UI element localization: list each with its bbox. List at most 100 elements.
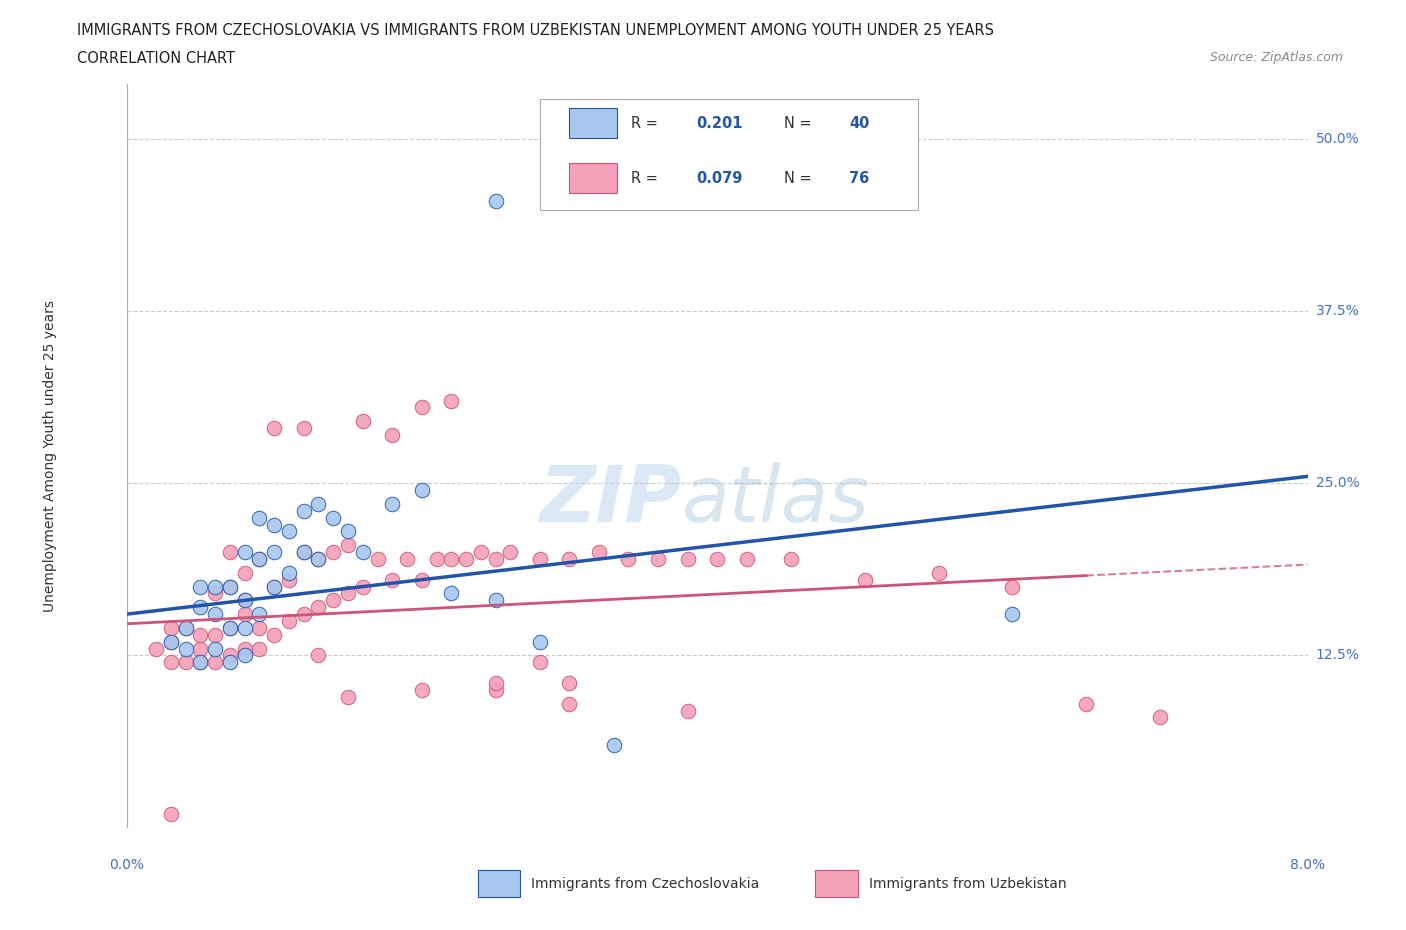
- Point: [204, 586, 226, 601]
- Point: [204, 628, 226, 643]
- Text: R =: R =: [631, 171, 662, 186]
- Point: [558, 551, 581, 566]
- Point: [160, 634, 183, 649]
- Point: [1076, 697, 1098, 711]
- Text: 76: 76: [849, 171, 869, 186]
- Point: [470, 545, 492, 560]
- Point: [174, 655, 197, 670]
- Point: [676, 551, 699, 566]
- Point: [219, 620, 242, 635]
- Text: CORRELATION CHART: CORRELATION CHART: [77, 51, 235, 66]
- Point: [337, 586, 360, 601]
- Point: [499, 545, 522, 560]
- Text: R =: R =: [631, 115, 662, 130]
- Point: [219, 648, 242, 663]
- Text: 12.5%: 12.5%: [1316, 648, 1360, 662]
- Point: [174, 620, 197, 635]
- Point: [247, 551, 270, 566]
- Point: [160, 655, 183, 670]
- Point: [204, 579, 226, 594]
- Text: 0.079: 0.079: [696, 171, 742, 186]
- Point: [337, 524, 360, 538]
- Point: [1149, 710, 1171, 724]
- Text: atlas: atlas: [682, 462, 869, 538]
- Point: [219, 545, 242, 560]
- Bar: [569, 108, 617, 138]
- Text: Immigrants from Uzbekistan: Immigrants from Uzbekistan: [869, 876, 1067, 891]
- Point: [219, 579, 242, 594]
- Point: [352, 545, 374, 560]
- Point: [381, 428, 404, 443]
- Point: [381, 572, 404, 587]
- Point: [247, 620, 270, 635]
- Point: [337, 689, 360, 704]
- Text: N =: N =: [785, 115, 817, 130]
- Point: [440, 393, 463, 408]
- Point: [396, 551, 419, 566]
- Point: [233, 606, 256, 621]
- Point: [233, 545, 256, 560]
- Text: IMMIGRANTS FROM CZECHOSLOVAKIA VS IMMIGRANTS FROM UZBEKISTAN UNEMPLOYMENT AMONG : IMMIGRANTS FROM CZECHOSLOVAKIA VS IMMIGR…: [77, 23, 994, 38]
- Point: [292, 545, 315, 560]
- Point: [219, 620, 242, 635]
- Point: [529, 655, 551, 670]
- Point: [337, 538, 360, 552]
- Bar: [478, 870, 520, 897]
- Point: [160, 806, 183, 821]
- Point: [735, 551, 758, 566]
- Point: [558, 675, 581, 690]
- Point: [145, 641, 167, 656]
- Point: [188, 641, 211, 656]
- Text: 50.0%: 50.0%: [1316, 132, 1360, 146]
- Point: [352, 579, 374, 594]
- Point: [322, 593, 344, 608]
- Point: [307, 551, 329, 566]
- Point: [676, 703, 699, 718]
- Point: [204, 655, 226, 670]
- Point: [292, 420, 315, 435]
- Point: [706, 551, 728, 566]
- Point: [617, 551, 640, 566]
- Point: [411, 483, 433, 498]
- Point: [233, 641, 256, 656]
- Point: [233, 593, 256, 608]
- Point: [484, 683, 508, 698]
- Point: [247, 551, 270, 566]
- Point: [603, 737, 626, 752]
- Point: [440, 586, 463, 601]
- Text: Immigrants from Czechoslovakia: Immigrants from Czechoslovakia: [531, 876, 759, 891]
- Point: [411, 572, 433, 587]
- Text: 40: 40: [849, 115, 870, 130]
- Point: [529, 551, 551, 566]
- Point: [484, 675, 508, 690]
- Bar: [815, 870, 858, 897]
- Point: [233, 648, 256, 663]
- Point: [484, 551, 508, 566]
- Point: [219, 655, 242, 670]
- Point: [366, 551, 388, 566]
- Point: [278, 572, 301, 587]
- Point: [263, 628, 285, 643]
- Point: [588, 545, 610, 560]
- Point: [292, 606, 315, 621]
- Text: N =: N =: [785, 171, 817, 186]
- Text: Unemployment Among Youth under 25 years: Unemployment Among Youth under 25 years: [42, 299, 56, 612]
- Point: [1001, 606, 1024, 621]
- Point: [1001, 579, 1024, 594]
- Point: [278, 565, 301, 580]
- Point: [322, 511, 344, 525]
- Point: [278, 524, 301, 538]
- Point: [307, 551, 329, 566]
- Point: [484, 593, 508, 608]
- Point: [188, 655, 211, 670]
- Point: [529, 634, 551, 649]
- Point: [263, 420, 285, 435]
- Point: [928, 565, 950, 580]
- Point: [322, 545, 344, 560]
- Text: ZIP: ZIP: [540, 462, 682, 538]
- Point: [204, 606, 226, 621]
- Point: [160, 620, 183, 635]
- Text: 0.201: 0.201: [696, 115, 742, 130]
- Text: 0.0%: 0.0%: [110, 858, 143, 872]
- Point: [160, 634, 183, 649]
